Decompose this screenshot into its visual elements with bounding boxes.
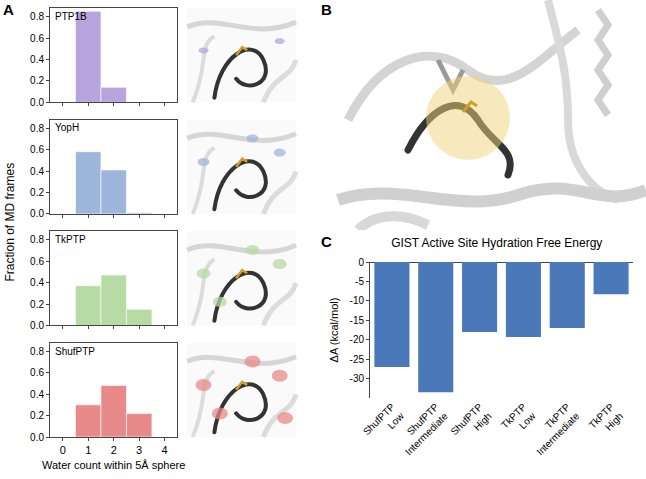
svg-text:0.2: 0.2	[30, 187, 44, 198]
html-text:B: B	[321, 1, 332, 18]
svg-text:0.8: 0.8	[30, 234, 44, 245]
svg-text:0.0: 0.0	[30, 432, 44, 443]
svg-text:0.8: 0.8	[30, 123, 44, 134]
svg-text:4: 4	[162, 444, 168, 456]
svg-text:0.4: 0.4	[30, 166, 44, 177]
svg-text:0.6: 0.6	[30, 367, 44, 378]
html-text:A: A	[3, 1, 14, 18]
svg-text:3: 3	[136, 444, 142, 456]
svg-text:-15: -15	[350, 315, 365, 326]
svg-text:PTP1B: PTP1B	[55, 11, 87, 22]
html-text:C: C	[321, 233, 332, 250]
svg-text:-10: -10	[350, 295, 365, 306]
svg-text:ShufPTPIntermediate: ShufPTPIntermediate	[394, 401, 451, 458]
svg-text:0.4: 0.4	[30, 389, 44, 400]
svg-text:0.6: 0.6	[30, 256, 44, 267]
svg-text:TkPTP: TkPTP	[55, 234, 86, 245]
svg-text:0: 0	[60, 444, 66, 456]
svg-text:0.8: 0.8	[30, 346, 44, 357]
svg-text:1: 1	[85, 444, 91, 456]
svg-text:0.0: 0.0	[30, 97, 44, 108]
svg-text:0.0: 0.0	[30, 320, 44, 331]
svg-text:0.4: 0.4	[30, 277, 44, 288]
svg-text:ShufPTPLow: ShufPTPLow	[361, 401, 407, 447]
svg-text:ShufPTP: ShufPTP	[55, 346, 95, 357]
svg-text:TkPTPHigh: TkPTPHigh	[587, 401, 626, 440]
svg-text:-25: -25	[350, 354, 365, 365]
svg-text:Water count within 5Å sphere: Water count within 5Å sphere	[42, 459, 185, 471]
svg-text:0.2: 0.2	[30, 410, 44, 421]
svg-text:YopH: YopH	[55, 122, 79, 133]
svg-text:-30: -30	[350, 373, 365, 384]
svg-text:0.6: 0.6	[30, 33, 44, 44]
svg-text:0.2: 0.2	[30, 299, 44, 310]
svg-text:-5: -5	[355, 276, 364, 287]
svg-text:TkPTPLow: TkPTPLow	[499, 401, 538, 440]
svg-text:0: 0	[358, 257, 364, 268]
svg-text:0.8: 0.8	[30, 11, 44, 22]
svg-text:-20: -20	[350, 334, 365, 345]
svg-text:0.4: 0.4	[30, 54, 44, 65]
svg-text:0.6: 0.6	[30, 144, 44, 155]
svg-text:0.2: 0.2	[30, 75, 44, 86]
svg-text:2: 2	[111, 444, 117, 456]
svg-text:Fraction of MD frames: Fraction of MD frames	[3, 163, 17, 282]
svg-text:GIST Active Site Hydration Fre: GIST Active Site Hydration Free Energy	[391, 236, 602, 250]
svg-text:TkPTPIntermediate: TkPTPIntermediate	[525, 401, 582, 458]
svg-text:0.0: 0.0	[30, 208, 44, 219]
svg-text:ΔA (kcal/mol): ΔA (kcal/mol)	[328, 298, 340, 363]
svg-text:ShufPTPHigh: ShufPTPHigh	[448, 401, 494, 447]
